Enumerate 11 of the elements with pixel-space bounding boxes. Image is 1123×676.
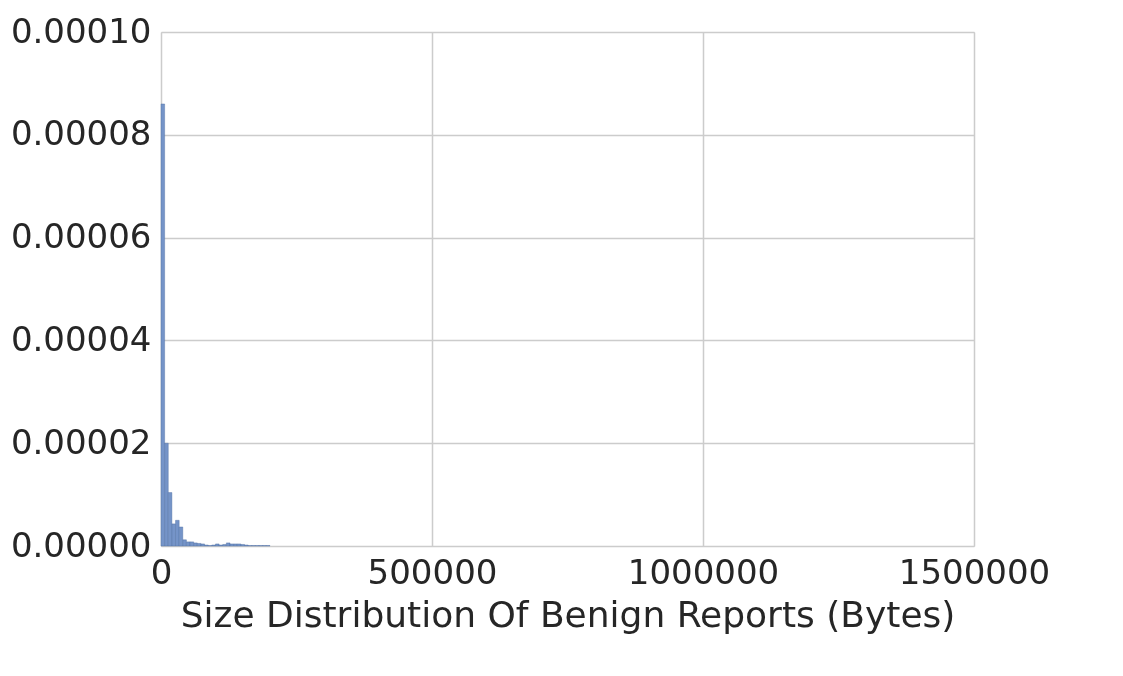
y-tick-label: 0.00006 <box>10 216 152 257</box>
y-tick-label: 0.00004 <box>10 318 152 359</box>
y-tick-label: 0.00002 <box>10 421 152 462</box>
y-tick-label: 0.00008 <box>10 113 152 154</box>
x-tick-label: 1500000 <box>898 551 1051 592</box>
x-tick-label: 0 <box>150 551 173 592</box>
x-tick-label: 1000000 <box>627 551 780 592</box>
x-axis-title: Size Distribution Of Benign Reports (Bytes) <box>180 593 956 635</box>
x-tick-label: 500000 <box>367 551 498 592</box>
y-tick-label: 0.00010 <box>10 10 152 51</box>
y-tick-label: 0.00000 <box>10 524 152 565</box>
